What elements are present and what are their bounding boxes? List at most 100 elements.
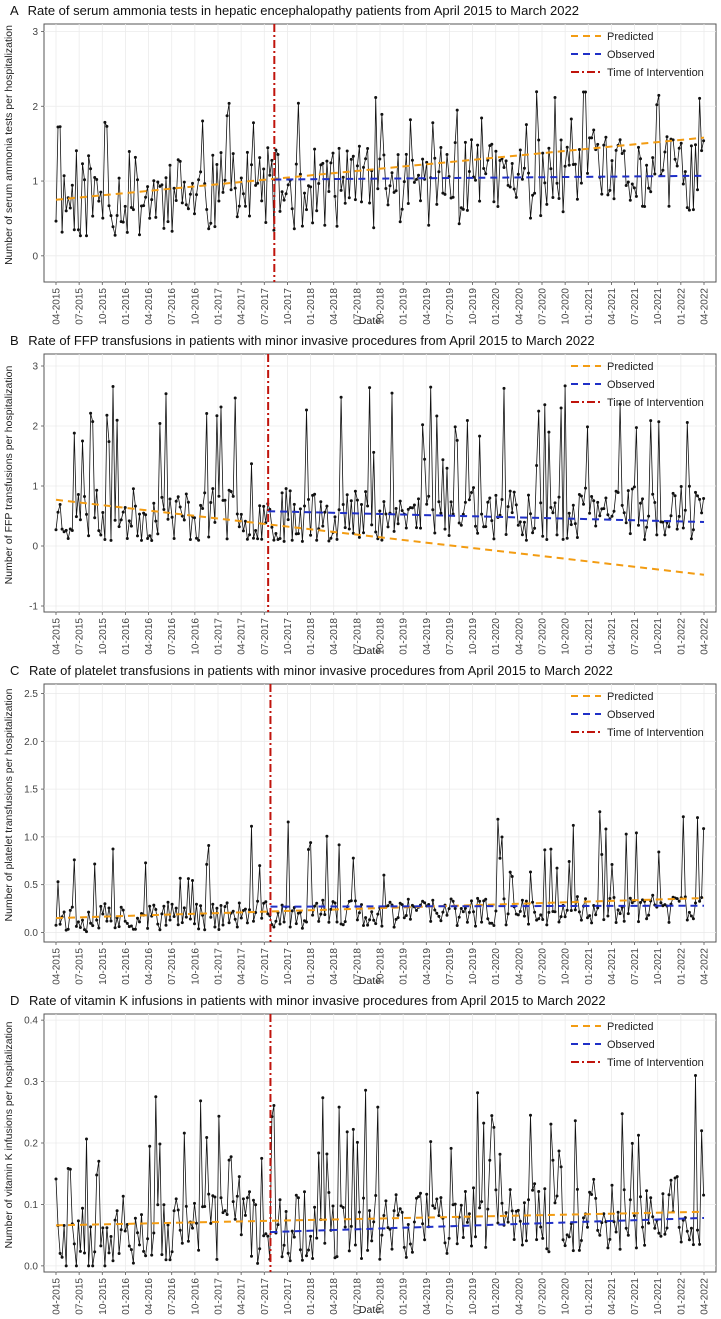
chart-d-point xyxy=(109,1235,113,1238)
chart-c-point xyxy=(590,921,594,925)
chart-d-point xyxy=(545,1247,549,1251)
chart-d-point xyxy=(360,1257,363,1260)
chart-d-legend-intervention: Time of Intervention xyxy=(607,1057,704,1069)
chart-b-point xyxy=(272,538,276,542)
chart-d-point xyxy=(227,1158,231,1162)
chart-b-point xyxy=(698,497,702,501)
chart-b-point xyxy=(494,493,498,497)
chart-d-point xyxy=(368,1209,372,1213)
chart-a-point xyxy=(527,171,530,175)
chart-b-point xyxy=(372,450,376,454)
chart-a-xtick-label: 04-2020 xyxy=(514,288,525,325)
chart-d-point xyxy=(694,1074,697,1077)
chart-a-point xyxy=(531,193,535,197)
chart-b-point xyxy=(64,528,68,532)
chart-d-xtick-label: 07-2016 xyxy=(167,1278,178,1315)
chart-c-point xyxy=(594,913,598,917)
chart-d-point xyxy=(453,1202,457,1206)
chart-a-xtick-label: 01-2016 xyxy=(121,288,132,325)
chart-a-point xyxy=(268,173,272,177)
chart-a-point xyxy=(248,214,251,218)
chart-d-point xyxy=(384,1199,388,1203)
chart-d-point xyxy=(533,1182,537,1186)
chart-a-point xyxy=(520,177,524,181)
chart-c-point xyxy=(622,919,626,923)
chart-d-point xyxy=(596,1228,600,1232)
chart-a-point xyxy=(205,208,209,211)
chart-a-point xyxy=(510,162,514,165)
chart-a-point xyxy=(394,189,398,193)
chart-d-point xyxy=(241,1197,245,1201)
chart-d-point xyxy=(549,1122,553,1126)
chart-d-point xyxy=(553,1201,557,1205)
chart-b-point xyxy=(561,537,565,541)
chart-b-point xyxy=(74,515,78,519)
chart-a-point xyxy=(622,149,626,153)
chart-c-point xyxy=(500,835,504,839)
chart-a-point xyxy=(700,149,704,153)
chart-a-xtick-label: 04-2015 xyxy=(52,288,63,325)
chart-a-point xyxy=(649,190,653,194)
chart-a-point xyxy=(366,147,370,150)
chart-c-point xyxy=(140,912,143,915)
chart-b-point xyxy=(168,497,172,501)
chart-c-point xyxy=(533,910,537,914)
chart-d-legend-predicted: Predicted xyxy=(607,1021,653,1033)
chart-a-point xyxy=(76,228,80,232)
chart-a-ytick-label: 0 xyxy=(32,251,38,262)
chart-b-point xyxy=(97,529,101,533)
chart-d-point xyxy=(563,1244,567,1248)
chart-a-point xyxy=(298,172,302,176)
chart-a-xtick-label: 04-2018 xyxy=(329,288,340,325)
chart-b-xtick-label: 01-2016 xyxy=(121,618,132,655)
chart-b-ytick-label: 0 xyxy=(32,542,38,553)
chart-b-point xyxy=(694,490,697,494)
chart-c-plot: 04-2015 07-2015 10-2015 01-2016 04-2016 07-20… xyxy=(24,683,717,985)
chart-d-point xyxy=(182,1131,186,1135)
chart-c-point xyxy=(698,899,702,903)
chart-b-point xyxy=(392,529,396,533)
chart-a-point xyxy=(62,174,66,178)
chart-a-point xyxy=(671,138,675,142)
chart-a-plot: 04-2015 07-2015 10-2015 01-2016 04-2016 07-20… xyxy=(32,23,717,325)
chart-a-point xyxy=(681,182,685,186)
chart-d-point xyxy=(677,1225,681,1229)
chart-b-xtick-label: 04-2022 xyxy=(700,618,711,655)
chart-b-point xyxy=(691,528,695,532)
chart-b-point xyxy=(142,511,146,515)
chart-c-point xyxy=(105,919,109,923)
chart-a-point xyxy=(197,178,201,182)
chart-a-xtick-label: 10-2018 xyxy=(376,288,387,325)
chart-b-point xyxy=(380,538,384,542)
chart-d-xtick-label: 01-2019 xyxy=(399,1278,410,1315)
chart-a-point xyxy=(235,215,239,219)
chart-b-point xyxy=(83,495,86,498)
chart-d-point xyxy=(602,1212,606,1216)
chart-a-point xyxy=(103,120,107,124)
chart-b-point xyxy=(341,503,345,506)
chart-c-point xyxy=(129,924,133,928)
chart-d-legend-observed: Observed xyxy=(607,1039,655,1051)
chart-c-point xyxy=(616,908,620,912)
chart-a-point xyxy=(223,178,227,182)
chart-a-point xyxy=(60,230,64,234)
chart-b-point xyxy=(559,406,563,410)
chart-d-point xyxy=(313,1205,317,1209)
chart-d-point xyxy=(480,1200,484,1204)
chart-c-point xyxy=(482,899,486,903)
chart-a-point xyxy=(606,193,610,197)
chart-c-point xyxy=(333,901,337,905)
chart-b-xtick-label: 10-2019 xyxy=(468,618,479,655)
chart-c-point xyxy=(584,897,587,901)
chart-d-ytick-label: 0.0 xyxy=(24,1261,38,1272)
chart-d-point xyxy=(512,1238,516,1241)
chart-a-point xyxy=(229,188,233,192)
chart-d-point xyxy=(700,1129,704,1133)
chart-c-xtick-label: 04-2017 xyxy=(237,948,248,985)
chart-b-point xyxy=(702,497,706,500)
chart-a-title: A Rate of serum ammonia tests in hepatic… xyxy=(10,3,579,18)
chart-a-point xyxy=(689,144,693,148)
chart-d-point xyxy=(437,1214,441,1218)
chart-a-point xyxy=(702,139,706,143)
chart-a-point xyxy=(250,163,253,167)
